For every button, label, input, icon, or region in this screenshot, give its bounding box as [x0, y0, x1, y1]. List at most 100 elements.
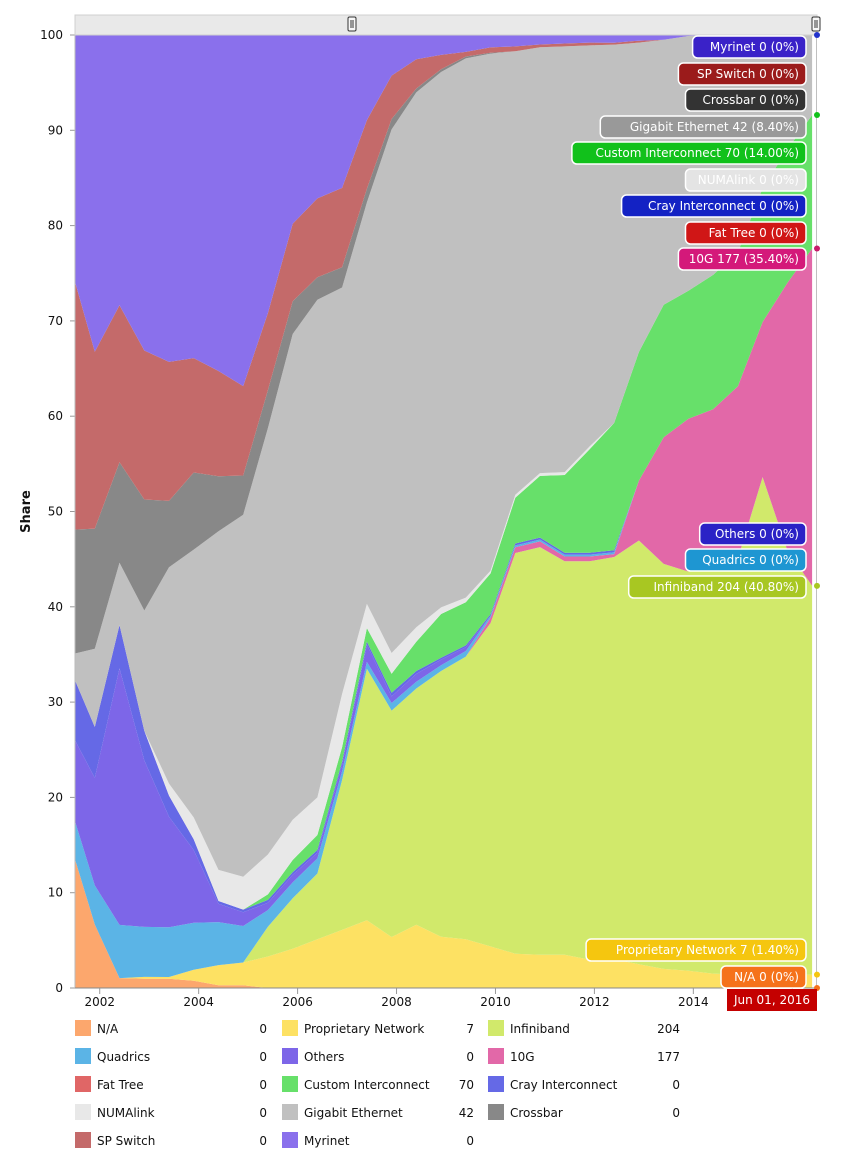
legend-item-quadrics[interactable]: Quadrics 0	[75, 1048, 267, 1064]
y-tick-label: 10	[48, 886, 63, 900]
legend-swatch	[75, 1076, 91, 1092]
x-tick-label: 2012	[579, 995, 610, 1009]
legend-item-infiniband[interactable]: Infiniband 204	[488, 1020, 680, 1036]
legend-count: 0	[259, 1050, 267, 1064]
legend-count: 0	[466, 1134, 474, 1148]
legend-label: SP Switch	[97, 1134, 155, 1148]
x-tick-label: 2002	[84, 995, 115, 1009]
tooltip-box	[684, 548, 807, 572]
legend-count: 0	[259, 1022, 267, 1036]
tooltip-box	[691, 35, 807, 59]
legend-label: Cray Interconnect	[510, 1078, 618, 1092]
legend-item-10g[interactable]: 10G 177	[488, 1048, 680, 1064]
area-layer	[75, 35, 813, 988]
tooltip-text: NUMAlink 0 (0%)	[698, 173, 799, 187]
legend-count: 0	[672, 1106, 680, 1120]
legend-swatch	[488, 1020, 504, 1036]
legend-swatch	[75, 1132, 91, 1148]
area-gigabit-ethernet	[75, 35, 813, 877]
navigator-handle-left[interactable]	[347, 16, 357, 32]
tooltip-sp-switch: SP Switch 0 (0%)	[677, 62, 807, 86]
legend-item-others[interactable]: Others 0	[282, 1048, 474, 1064]
tooltip-text: Proprietary Network 7 (1.40%)	[616, 943, 799, 957]
y-tick-label: 30	[48, 695, 63, 709]
legend-count: 70	[459, 1078, 474, 1092]
legend-label: Crossbar	[510, 1106, 563, 1120]
legend-swatch	[75, 1048, 91, 1064]
legend-swatch	[282, 1104, 298, 1120]
tooltip-myrinet: Myrinet 0 (0%)	[691, 35, 807, 59]
tooltip-box	[684, 168, 807, 192]
area-sp-switch	[75, 35, 813, 530]
legend-item-n-a[interactable]: N/A 0	[75, 1020, 267, 1036]
tooltip-text: Cray Interconnect 0 (0%)	[648, 199, 799, 213]
legend: N/A 0 Quadrics 0 Fat Tree 0 NUMAlink 0 SP Switch…	[75, 1020, 680, 1148]
tooltip-box	[684, 88, 807, 112]
x-tick-label: 2010	[480, 995, 511, 1009]
marker-dot	[814, 32, 820, 38]
tooltip-box	[571, 141, 807, 165]
tooltip-cray-interconnect: Cray Interconnect 0 (0%)	[620, 194, 807, 218]
y-tick-label: 70	[48, 314, 63, 328]
range-navigator[interactable]	[74, 14, 821, 36]
legend-item-cray-interconnect[interactable]: Cray Interconnect 0	[488, 1076, 680, 1092]
tooltip-numalink: NUMAlink 0 (0%)	[684, 168, 807, 192]
legend-label: Infiniband	[510, 1022, 570, 1036]
legend-item-sp-switch[interactable]: SP Switch 0	[75, 1132, 267, 1148]
tooltip-box	[620, 194, 807, 218]
area-others	[75, 248, 813, 928]
navigator-handle-right[interactable]	[811, 16, 821, 32]
legend-swatch	[75, 1020, 91, 1036]
legend-item-proprietary-network[interactable]: Proprietary Network 7	[282, 1020, 474, 1036]
tooltip-fat-tree: Fat Tree 0 (0%)	[684, 221, 807, 245]
tooltip-proprietary-network: Proprietary Network 7 (1.40%)	[585, 938, 807, 962]
x-tick-label: 2004	[183, 995, 214, 1009]
legend-item-crossbar[interactable]: Crossbar 0	[488, 1104, 680, 1120]
area-crossbar	[75, 35, 813, 654]
tooltip-others: Others 0 (0%)	[698, 522, 807, 546]
tooltip-text: Fat Tree 0 (0%)	[709, 226, 799, 240]
tooltip-gigabit-ethernet: Gigabit Ethernet 42 (8.40%)	[599, 115, 807, 139]
legend-swatch	[282, 1076, 298, 1092]
tooltip-box	[585, 938, 807, 962]
legend-swatch	[75, 1104, 91, 1120]
y-tick-label: 40	[48, 600, 63, 614]
tooltip-quadrics: Quadrics 0 (0%)	[684, 548, 807, 572]
legend-count: 0	[259, 1078, 267, 1092]
legend-swatch	[282, 1132, 298, 1148]
legend-item-gigabit-ethernet[interactable]: Gigabit Ethernet 42	[282, 1104, 474, 1120]
legend-count: 177	[657, 1050, 680, 1064]
tooltip-box	[720, 965, 807, 989]
legend-item-numalink[interactable]: NUMAlink 0	[75, 1104, 267, 1120]
legend-item-custom-interconnect[interactable]: Custom Interconnect 70	[282, 1076, 474, 1092]
x-tick-label: 2014	[678, 995, 709, 1009]
marker-dot	[814, 582, 820, 589]
x-tick-label: 2008	[381, 995, 412, 1009]
legend-label: Others	[304, 1050, 344, 1064]
legend-item-myrinet[interactable]: Myrinet 0	[282, 1132, 474, 1148]
tooltip-text: N/A 0 (0%)	[734, 970, 799, 984]
tooltip-text: SP Switch 0 (0%)	[697, 67, 799, 81]
legend-swatch	[488, 1048, 504, 1064]
tooltip-infiniband: Infiniband 204 (40.80%)	[627, 575, 807, 599]
legend-count: 0	[672, 1078, 680, 1092]
y-tick-label: 60	[48, 409, 63, 423]
axis-layer: 0 10 20 30 40 50 60 70 80 90 100 Share 2002 2004 2006 2…	[19, 15, 817, 1009]
tooltip-box	[684, 221, 807, 245]
legend-item-fat-tree[interactable]: Fat Tree 0	[75, 1076, 267, 1092]
tooltip-box	[627, 575, 807, 599]
handle-grip[interactable]	[347, 16, 357, 32]
tooltip-text: Infiniband 204 (40.80%)	[654, 580, 800, 594]
handle-grip[interactable]	[811, 16, 821, 32]
legend-label: Gigabit Ethernet	[304, 1106, 403, 1120]
y-tick-label: 0	[55, 981, 63, 995]
marker-dot	[814, 245, 820, 252]
y-tick-label: 50	[48, 505, 63, 519]
legend-swatch	[488, 1104, 504, 1120]
navigator-track[interactable]	[74, 14, 818, 36]
marker-dot	[814, 971, 820, 978]
tooltip-box	[677, 62, 807, 86]
legend-count: 7	[466, 1022, 474, 1036]
area-infiniband	[75, 477, 813, 979]
